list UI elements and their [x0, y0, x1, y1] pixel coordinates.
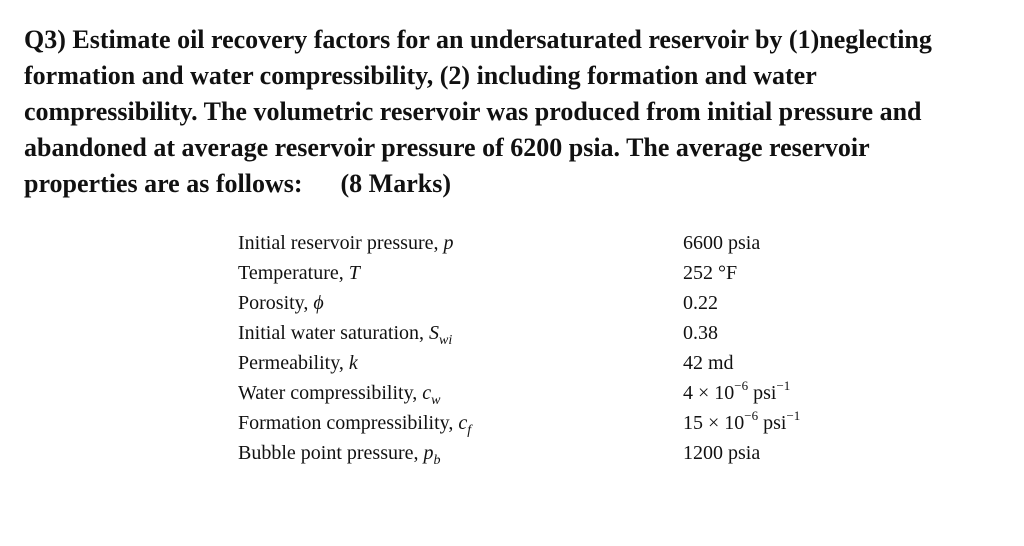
table-row: Initial water saturation, Swi 0.38: [238, 318, 923, 348]
symbol: c: [422, 382, 432, 404]
value-exponent: −6: [744, 408, 759, 423]
symbol: p: [443, 232, 454, 254]
question-text: Q3) Estimate oil recovery factors for an…: [24, 22, 1009, 202]
table-row: Permeability, k 42 md: [238, 348, 923, 378]
property-label: Permeability, k: [238, 348, 683, 378]
property-value: 0.22: [683, 292, 718, 314]
label-text: Bubble point pressure,: [238, 442, 424, 464]
subscript: wi: [439, 333, 453, 348]
marks-label: (8 Marks): [340, 169, 451, 198]
label-text: Permeability,: [238, 352, 349, 374]
subscript: w: [431, 393, 441, 408]
question-line-text: properties are as follows:: [24, 169, 303, 198]
question-line-last: properties are as follows: (8 Marks): [24, 166, 1009, 202]
property-value: 4 × 10−6 psi−1: [683, 378, 923, 408]
unit-exponent: −1: [786, 408, 801, 423]
symbol: k: [348, 352, 358, 374]
property-label: Water compressibility, cw: [238, 378, 683, 408]
property-label: Formation compressibility, cf: [238, 408, 683, 438]
property-value: 0.38: [683, 322, 718, 344]
property-label: Initial reservoir pressure, p: [238, 228, 683, 258]
property-value: 252 °F: [683, 262, 738, 284]
property-label: Porosity, ϕ: [238, 288, 683, 318]
label-text: Temperature,: [238, 262, 349, 284]
subscript: b: [433, 453, 441, 468]
label-text: Formation compressibility,: [238, 412, 459, 434]
subscript: f: [467, 423, 472, 438]
symbol: T: [348, 262, 360, 284]
property-label: Initial water saturation, Swi: [238, 318, 683, 348]
property-value: 6600 psia: [683, 232, 761, 254]
label-text: Initial reservoir pressure,: [238, 232, 444, 254]
table-row: Water compressibility, cw 4 × 10−6 psi−1: [238, 378, 923, 408]
table-row: Formation compressibility, cf 15 × 10−6 …: [238, 408, 923, 438]
label-text: Water compressibility,: [238, 382, 423, 404]
symbol: S: [429, 322, 440, 344]
value-base: 15 × 10: [683, 412, 745, 434]
unit-exponent: −1: [776, 378, 791, 393]
property-value: 42 md: [683, 352, 734, 374]
table-row: Temperature, T 252 °F: [238, 258, 923, 288]
property-value: 15 × 10−6 psi−1: [683, 408, 923, 438]
question-line: Q3) Estimate oil recovery factors for an…: [24, 25, 932, 54]
properties-table: Initial reservoir pressure, p 6600 psia …: [238, 228, 923, 468]
symbol: ϕ: [313, 292, 324, 314]
question-line: formation and water compressibility, (2)…: [24, 61, 817, 90]
property-label: Temperature, T: [238, 258, 683, 288]
value-unit: psi: [748, 382, 777, 404]
value-base: 4 × 10: [683, 382, 735, 404]
question-line: abandoned at average reservoir pressure …: [24, 133, 870, 162]
value-exponent: −6: [734, 378, 749, 393]
property-value: 1200 psia: [683, 442, 761, 464]
table-row: Porosity, ϕ 0.22: [238, 288, 923, 318]
value-unit: psi: [758, 412, 787, 434]
label-text: Porosity,: [238, 292, 314, 314]
question-line: compressibility. The volumetric reservoi…: [24, 97, 922, 126]
symbol: c: [458, 412, 468, 434]
label-text: Initial water saturation,: [238, 322, 430, 344]
table-row: Initial reservoir pressure, p 6600 psia: [238, 228, 923, 258]
table-row: Bubble point pressure, pb 1200 psia: [238, 438, 923, 468]
symbol: p: [423, 442, 434, 464]
property-label: Bubble point pressure, pb: [238, 438, 683, 468]
